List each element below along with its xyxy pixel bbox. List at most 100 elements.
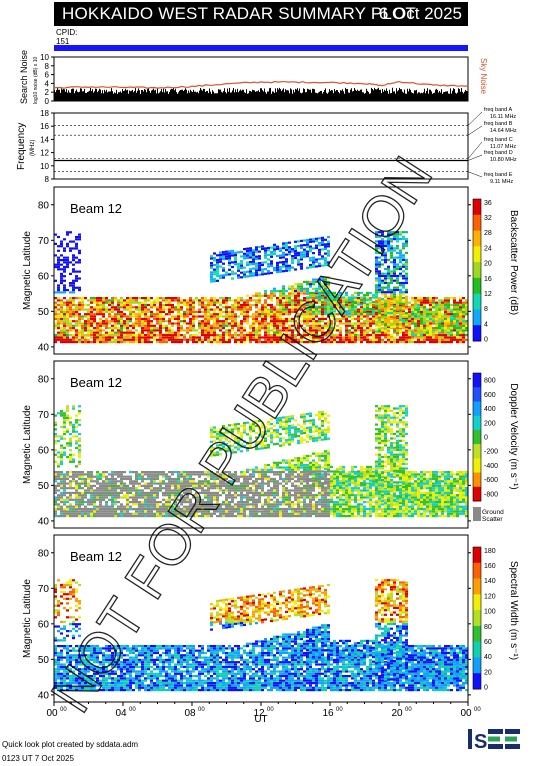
cpid-value: 151 [56, 37, 70, 46]
x-tick-label: 00 [46, 708, 58, 719]
colorbar-tick-label: 0 [484, 685, 488, 692]
colorbar-tick-label: 36 [484, 200, 492, 207]
colorbar-label: Backscatter Power (dB) [508, 210, 519, 315]
frequency-ticks: 8 10 12 14 16 18 [40, 109, 54, 184]
colorbar-tick-label: -800 [484, 491, 498, 498]
noise-ytick-label: 10 [40, 53, 49, 62]
noise-ytick-label: 6 [45, 71, 50, 80]
colorbar-tick-label: 600 [484, 392, 496, 399]
colorbar-tick-label: 20 [484, 669, 492, 676]
x-axis-label: UT [254, 714, 267, 725]
colorbar-tick-label: -200 [484, 449, 498, 456]
beam-label: Beam 12 [70, 201, 122, 216]
frequency-ytick-label: 18 [40, 109, 49, 118]
search-noise-bars [55, 88, 468, 101]
colorbar-tick-label: 800 [484, 378, 496, 385]
colorbar-label: Spectral Width (m s⁻¹) [508, 561, 519, 660]
colorbar-tick-label: 20 [484, 261, 492, 268]
noise-ylabel: Search Noise [19, 50, 29, 104]
x-tick-label: 20 [391, 708, 403, 719]
latitude-tick-label: 50 [38, 481, 50, 492]
latitude-tick-label: 70 [38, 236, 50, 247]
x-tick-superscript: 00 [336, 707, 343, 713]
latitude-tick-label: 50 [38, 655, 50, 666]
frequency-band-name: freq band D [484, 150, 513, 156]
frequency-band-value: 9.11 MHz [490, 179, 513, 185]
colorbar-tick-label: 140 [484, 578, 496, 585]
latitude-tick-label: 60 [38, 445, 50, 456]
colorbar-label: Doppler Velocity (m s⁻¹) [508, 383, 519, 489]
ground-scatter-swatch [473, 507, 481, 521]
latitude-tick-label: 70 [38, 410, 50, 421]
frequency-band-connector [468, 112, 482, 125]
colorbar-tick-label: 0 [484, 435, 488, 442]
noise-search-fill [55, 88, 468, 101]
ground-scatter-label: Ground [482, 509, 504, 516]
colorbar-tick-label: 400 [484, 406, 496, 413]
latitude-tick-label: 50 [38, 307, 50, 318]
x-tick-superscript: 00 [474, 707, 481, 713]
cpid-bar [54, 45, 468, 51]
colorbar-tick-label: 100 [484, 609, 496, 616]
x-tick-superscript: 00 [129, 707, 136, 713]
frequency-unit: (MHz) [30, 140, 36, 156]
latitude-tick-label: 80 [38, 200, 50, 211]
frequency-band-connector [468, 172, 482, 177]
latitude-tick-label: 60 [38, 619, 50, 630]
colorbar-tick-label: 12 [484, 291, 492, 298]
frequency-ytick-label: 10 [40, 162, 49, 171]
echo-cells [54, 231, 468, 343]
frequency-band-value: 16.11 MHz [490, 114, 516, 120]
colorbar-tick-label: 60 [484, 639, 492, 646]
frequency-band-name: freq band C [484, 137, 513, 143]
data-panel-1: Beam 12 40 50 60 70 80 Magnetic Latitude 0 4 8 12 1… [22, 187, 519, 354]
colorbar-tick-label: 0 [484, 337, 488, 344]
latitude-axis-label: Magnetic Latitude [22, 231, 33, 310]
x-tick-superscript: 00 [60, 707, 67, 713]
ground-scatter-label-2: Scatter [482, 516, 503, 523]
frequency-ytick-label: 14 [40, 135, 49, 144]
sky-noise-line [54, 82, 468, 89]
colorbar-tick-label: 200 [484, 420, 496, 427]
x-tick-superscript: 00 [267, 707, 274, 713]
frequency-band-value: 14.64 MHz [490, 128, 517, 134]
colorbar-tick-label: 80 [484, 624, 492, 631]
frequency-band-name: freq band A [484, 107, 512, 113]
x-tick-label: 08 [184, 708, 196, 719]
beam-label: Beam 12 [70, 549, 122, 564]
latitude-tick-label: 80 [38, 374, 50, 385]
frequency-ylabel: Frequency [16, 123, 27, 170]
colorbar-tick-label: 4 [484, 321, 488, 328]
colorbar-tick-label: 120 [484, 593, 496, 600]
x-tick-label: 00 [460, 708, 472, 719]
colorbar-tick-label: 28 [484, 230, 492, 237]
latitude-tick-label: 60 [38, 271, 50, 282]
cpid-label: CPID: [56, 28, 77, 37]
frequency-ytick-label: 16 [40, 122, 49, 131]
latitude-axis-label: Magnetic Latitude [22, 579, 33, 658]
frequency-ytick-label: 12 [40, 149, 49, 158]
noise-ytick-label: 8 [45, 62, 50, 71]
colorbar-tick-label: 8 [484, 306, 488, 313]
latitude-tick-label: 40 [38, 342, 50, 353]
footer-created: Quick look plot created by sddata.adm [2, 738, 138, 752]
noise-ytick-label: 2 [45, 88, 50, 97]
noise-ylabel2: log10 noise (dB) x 10 [33, 57, 39, 104]
colorbar-tick-label: -400 [484, 463, 498, 470]
footer: Quick look plot created by sddata.adm 01… [2, 738, 138, 766]
beam-label: Beam 12 [70, 375, 122, 390]
sky-noise-label: Sky Noise [479, 58, 488, 95]
frequency-band-connector [468, 155, 482, 161]
colorbar-tick-label: 16 [484, 276, 492, 283]
latitude-tick-label: 80 [38, 548, 50, 559]
latitude-tick-label: 40 [38, 516, 50, 527]
frequency-band-value: 10.80 MHz [490, 157, 517, 163]
frequency-ytick-label: 8 [45, 175, 50, 184]
latitude-axis-label: Magnetic Latitude [22, 405, 33, 484]
